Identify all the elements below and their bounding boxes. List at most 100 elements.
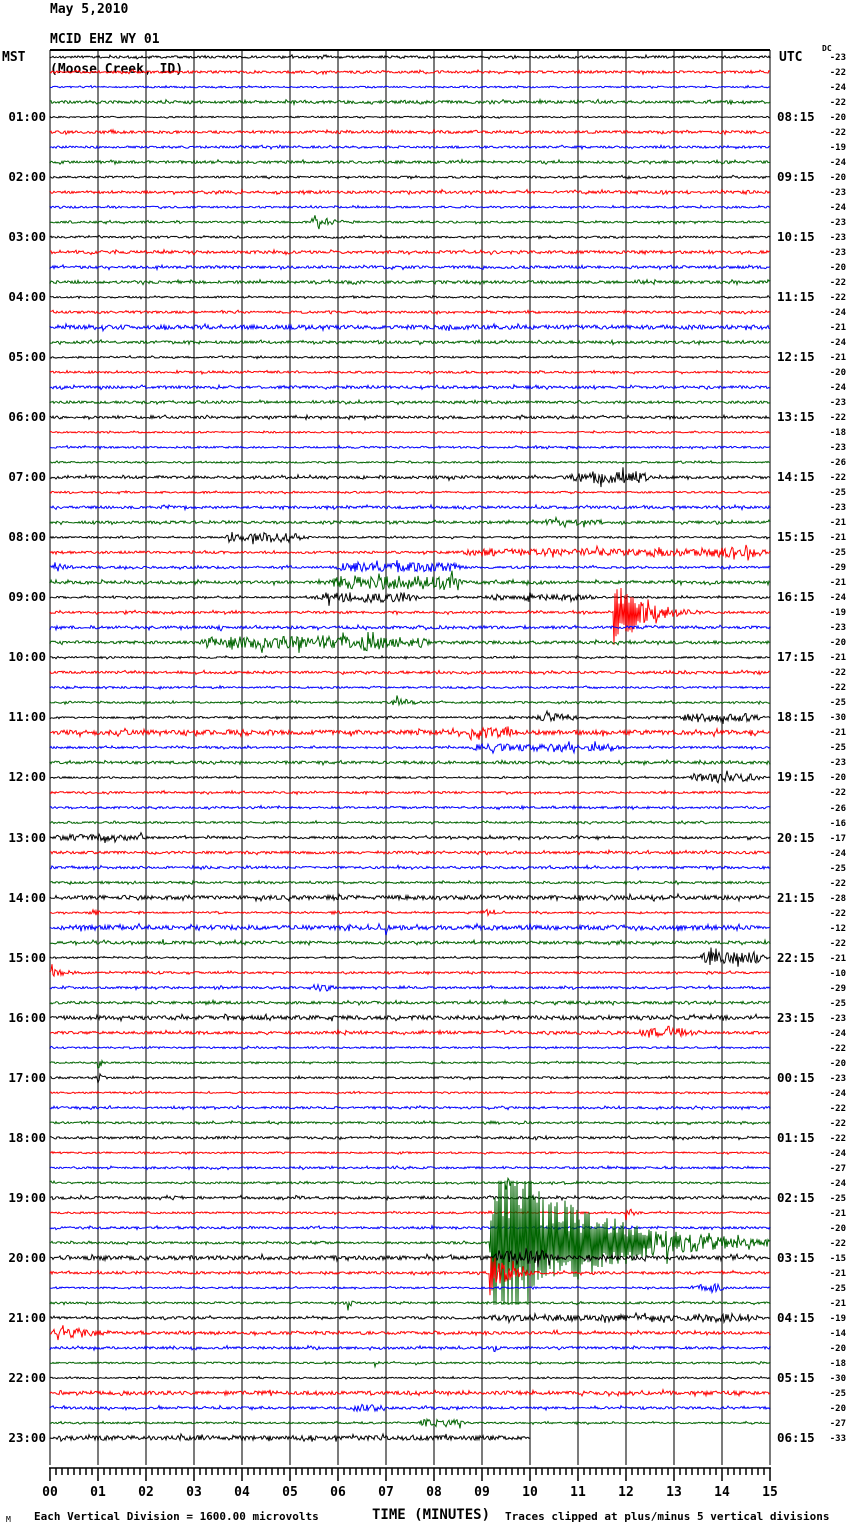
seismogram-trace — [50, 1360, 771, 1369]
header-station: MCID EHZ WY 01 — [50, 32, 160, 47]
mst-hour-label: 14:00 — [8, 889, 46, 905]
seismogram-trace — [49, 114, 770, 120]
utc-hour-label: 04:15 — [777, 1309, 815, 1325]
dc-offset-value: -20 — [829, 773, 846, 784]
seismogram-trace — [49, 143, 770, 151]
seismogram-trace — [49, 1256, 771, 1296]
mst-hour-label: 01:00 — [8, 109, 46, 125]
dc-offset-value: -22 — [829, 413, 846, 424]
dc-offset-value: -21 — [829, 323, 846, 334]
seismogram-trace — [49, 1025, 771, 1039]
dc-offset-value: -27 — [829, 1418, 846, 1429]
seismogram-trace — [49, 1176, 771, 1190]
mst-hour-label: 15:00 — [8, 949, 46, 965]
dc-offset-value: -25 — [829, 1283, 846, 1294]
seismogram-trace — [49, 1072, 771, 1084]
mst-hour-label: 22:00 — [8, 1369, 46, 1385]
x-axis-tick-label: 02 — [138, 1485, 154, 1500]
dc-offset-value: -25 — [829, 488, 846, 499]
mst-hour-label: 18:00 — [8, 1129, 46, 1145]
mst-axis-label: MST — [2, 50, 26, 65]
seismogram-trace — [49, 68, 771, 76]
dc-offset-value: -33 — [829, 1433, 846, 1444]
dc-offset-value: -23 — [829, 1073, 846, 1084]
mst-hour-label: 07:00 — [8, 469, 46, 485]
dc-offset-value: -20 — [829, 1223, 846, 1234]
seismogram-trace — [49, 53, 771, 61]
utc-hour-label: 22:15 — [777, 949, 815, 965]
dc-offset-value: -23 — [829, 233, 846, 244]
seismogram-trace — [49, 998, 771, 1007]
dc-offset-value: -24 — [829, 593, 846, 604]
dc-offset-value: -21 — [829, 353, 846, 364]
seismogram-trace — [49, 354, 771, 360]
mst-hour-label: 03:00 — [8, 229, 46, 245]
utc-hour-label: 05:15 — [777, 1369, 815, 1385]
dc-offset-value: -21 — [829, 533, 846, 544]
seismogram-trace — [49, 1344, 771, 1353]
dc-offset-value: -25 — [829, 743, 846, 754]
utc-hour-label: 06:15 — [777, 1429, 815, 1445]
dc-offset-value: -22 — [829, 293, 846, 304]
seismogram-trace — [49, 1044, 771, 1050]
utc-hour-label: 12:15 — [777, 349, 815, 365]
utc-hour-label: 13:15 — [777, 409, 815, 425]
seismogram-traces — [49, 53, 771, 1443]
seismogram-trace — [49, 631, 771, 653]
dc-offset-value: -22 — [829, 1043, 846, 1054]
dc-offset-value: -21 — [829, 578, 846, 589]
seismogram-trace — [49, 1403, 771, 1413]
dc-offset-value: -19 — [829, 1313, 846, 1324]
corner-mark: M — [6, 1515, 11, 1524]
x-axis-tick-label: 09 — [474, 1485, 490, 1500]
dc-offset-value: -24 — [829, 1148, 846, 1159]
dc-offset-value: -23 — [829, 53, 846, 63]
dc-offset-value: -23 — [829, 398, 846, 409]
dc-offset-value: -20 — [829, 1403, 846, 1414]
seismogram-trace — [49, 322, 771, 333]
seismogram-trace — [49, 1224, 771, 1231]
seismogram-trace — [49, 1417, 771, 1429]
seismogram-trace — [50, 1150, 771, 1156]
utc-hour-label: 14:15 — [777, 469, 815, 485]
dc-offset-value: -21 — [829, 1298, 846, 1309]
seismogram-trace — [49, 1282, 771, 1295]
dc-offset-value: -24 — [829, 1088, 846, 1099]
dc-offset-value: -14 — [829, 1328, 846, 1339]
dc-offset-value: -23 — [829, 443, 846, 454]
x-axis-tick-label: 10 — [522, 1485, 538, 1500]
utc-hour-label: 16:15 — [777, 589, 815, 605]
seismogram-trace — [49, 709, 771, 724]
dc-offset-value: -23 — [829, 1013, 846, 1024]
scale-note: Each Vertical Division = 1600.00 microvo… — [34, 1510, 319, 1523]
dc-offset-value: -30 — [829, 1373, 846, 1384]
x-axis-comb — [49, 1467, 771, 1481]
seismogram-trace — [49, 848, 771, 856]
plot-header: May 5,2010 MCID EHZ WY 01 (Moose Creek, … — [50, 2, 183, 77]
seismogram-trace — [50, 1325, 771, 1341]
dc-offset-value: -22 — [829, 878, 846, 889]
seismogram-trace — [49, 158, 771, 166]
dc-offset-value: -21 — [829, 653, 846, 664]
dc-offset-value: -22 — [829, 128, 846, 139]
seismogram-trace — [49, 204, 771, 210]
dc-column-label: DC — [822, 44, 832, 53]
dc-offset-value: -25 — [829, 1193, 846, 1204]
dc-offset-value: -24 — [829, 338, 846, 349]
dc-offset-value: -22 — [829, 1133, 846, 1144]
dc-offset-value: -22 — [829, 1238, 846, 1249]
seismogram-trace — [49, 215, 771, 230]
seismogram-trace — [49, 467, 771, 488]
utc-axis-label: UTC — [779, 50, 803, 65]
dc-offset-value: -24 — [829, 308, 846, 319]
seismogram-trace — [49, 695, 771, 707]
dc-offset-value: -20 — [829, 113, 846, 124]
seismogram-trace — [49, 489, 771, 495]
dc-offset-value: -23 — [829, 188, 846, 199]
dc-offset-value: -21 — [829, 953, 846, 964]
seismogram-trace — [49, 570, 771, 591]
mst-hour-label: 19:00 — [8, 1189, 46, 1205]
seismogram-trace — [49, 1090, 771, 1096]
seismogram-trace — [49, 922, 771, 936]
